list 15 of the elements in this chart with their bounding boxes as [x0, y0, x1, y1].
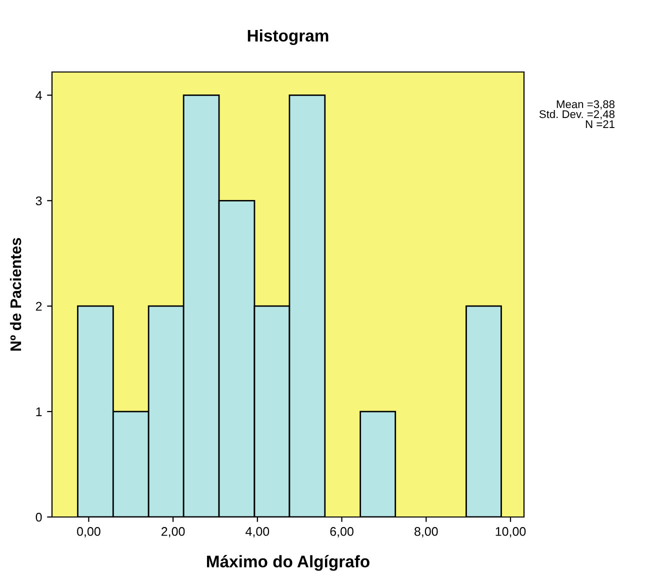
- x-tick-label: 8,00: [414, 527, 438, 538]
- x-tick-label: 4,00: [246, 527, 270, 538]
- y-tick-label: 1: [36, 407, 42, 416]
- chart-title: Histogram: [248, 29, 328, 45]
- x-axis-title: Máximo do Algígrafo: [207, 555, 370, 571]
- y-tick-label: 3: [36, 196, 42, 206]
- x-tick-label: 6,00: [330, 527, 354, 538]
- x-tick-label: 10,00: [496, 527, 526, 538]
- y-tick-label: 4: [36, 91, 42, 100]
- y-tick-label: 0: [36, 512, 42, 522]
- text: Mean =3,88 Std. Dev. =2,48 N =21: [539, 100, 615, 128]
- y-tick-label: 2: [36, 302, 42, 311]
- y-axis-title: Nº de Pacientes: [10, 238, 22, 351]
- x-tick-label: 2,00: [162, 527, 185, 538]
- x-tick-label: 0,00: [77, 527, 100, 538]
